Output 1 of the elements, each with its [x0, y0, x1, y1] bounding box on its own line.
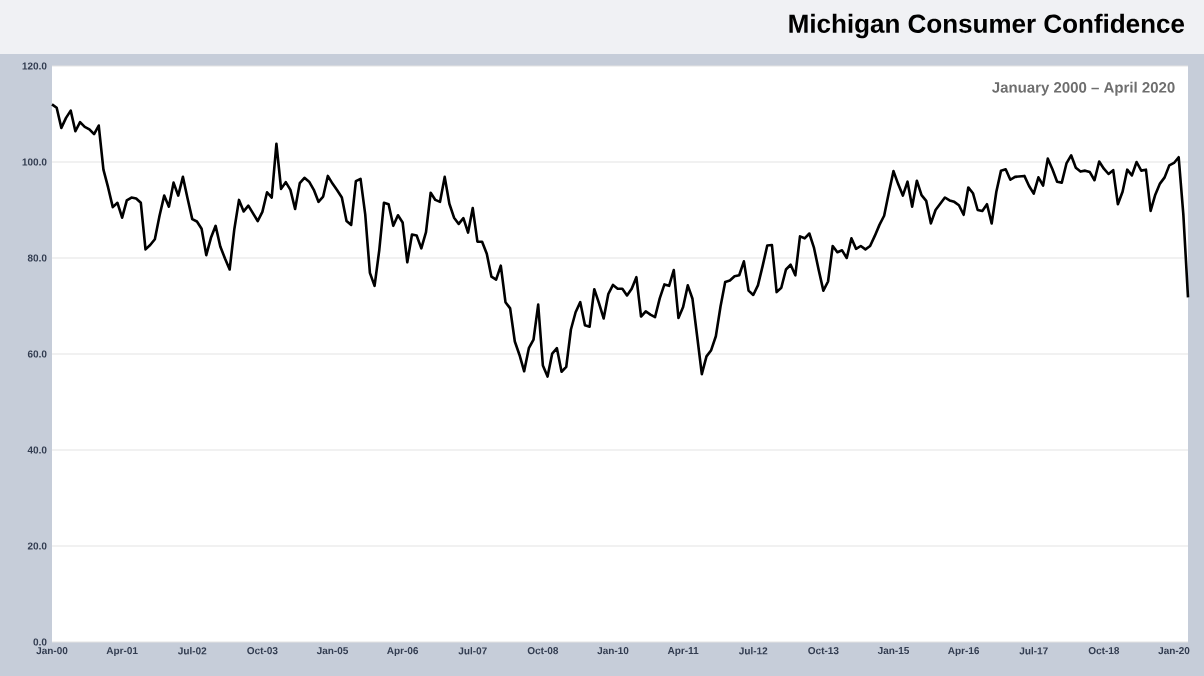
chart-title: Michigan Consumer Confidence [789, 13, 1185, 39]
